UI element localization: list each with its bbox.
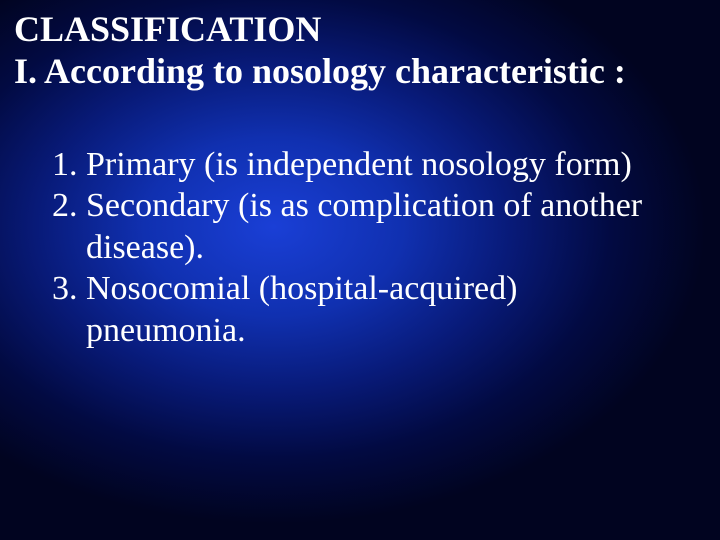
heading-line-1: CLASSIFICATION [14, 8, 706, 50]
list-item-text: Primary (is independent nosology form) [86, 144, 680, 185]
list-item: 2. Secondary (is as complication of anot… [52, 185, 680, 268]
slide-heading: CLASSIFICATION I. According to nosology … [14, 8, 706, 93]
list-item-number: 3. [52, 268, 86, 351]
list-item: 1. Primary (is independent nosology form… [52, 144, 680, 185]
slide-body: 1. Primary (is independent nosology form… [52, 144, 680, 351]
slide: CLASSIFICATION I. According to nosology … [0, 0, 720, 540]
heading-line-2: I. According to nosology characteristic … [14, 50, 706, 92]
list-item-number: 1. [52, 144, 86, 185]
list-item: 3. Nosocomial (hospital-acquired) pneumo… [52, 268, 680, 351]
list-item-text: Nosocomial (hospital-acquired) pneumonia… [86, 268, 680, 351]
list-item-text: Secondary (is as complication of another… [86, 185, 680, 268]
list-item-number: 2. [52, 185, 86, 268]
